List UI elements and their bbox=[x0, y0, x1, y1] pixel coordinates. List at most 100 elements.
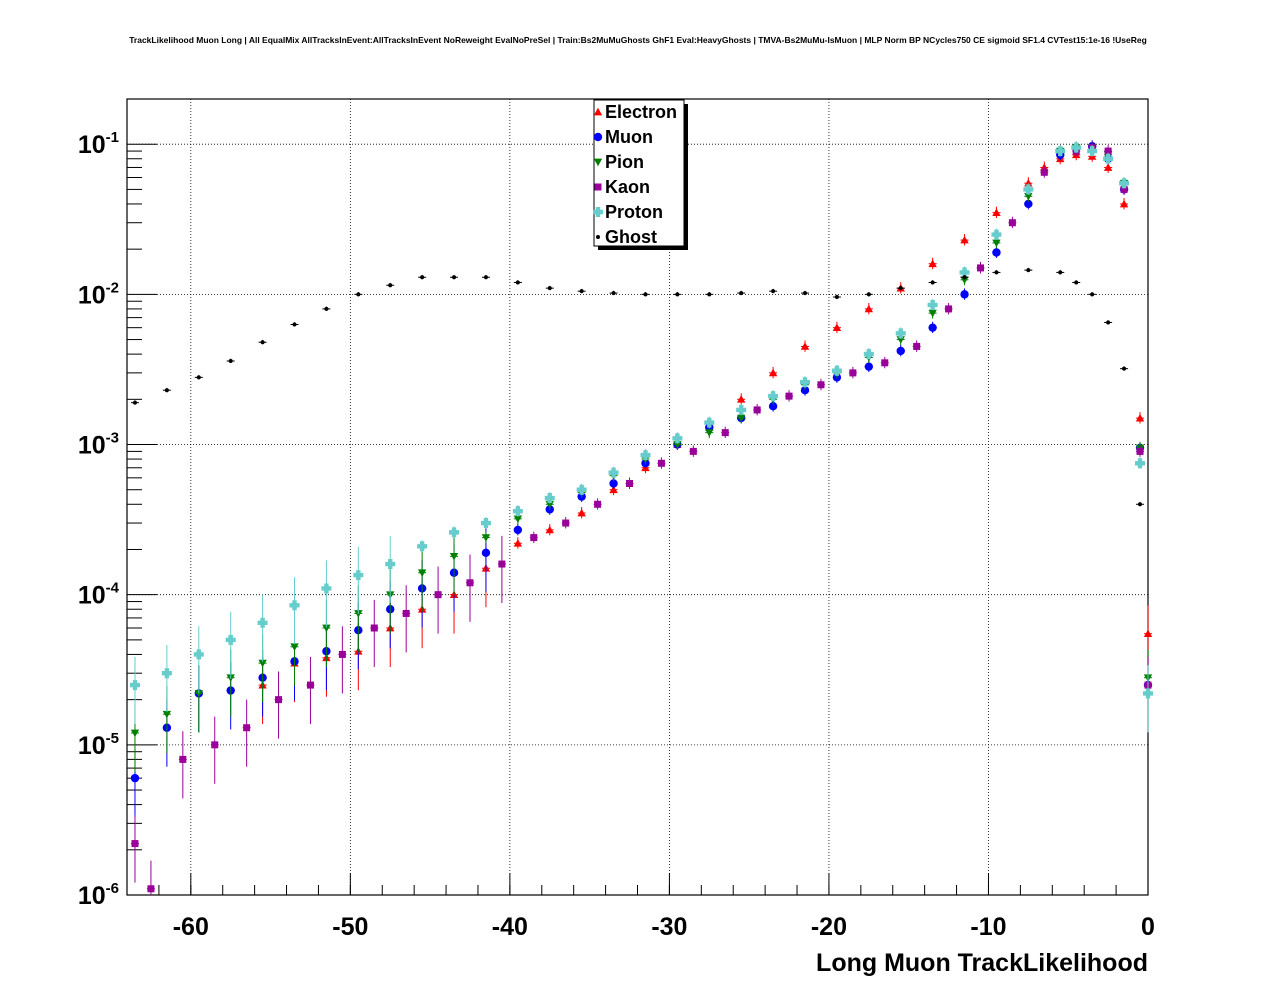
data-point bbox=[640, 450, 651, 461]
data-point bbox=[863, 349, 874, 360]
y-tick-label: 10-1 bbox=[78, 129, 119, 159]
data-point bbox=[544, 493, 555, 504]
data-point bbox=[129, 680, 140, 691]
data-point bbox=[579, 289, 584, 294]
data-point bbox=[689, 447, 697, 455]
data-point bbox=[898, 286, 903, 291]
legend-label-proton: Proton bbox=[605, 202, 663, 222]
data-point bbox=[513, 539, 523, 547]
data-point bbox=[131, 840, 139, 848]
data-point bbox=[577, 508, 586, 517]
data-point bbox=[402, 609, 410, 617]
x-tick-label: 0 bbox=[1141, 913, 1155, 941]
data-point bbox=[356, 292, 361, 297]
data-point bbox=[803, 291, 808, 296]
data-point bbox=[705, 429, 714, 437]
data-point bbox=[930, 280, 935, 285]
x-tick-label: -20 bbox=[811, 913, 847, 941]
data-point bbox=[707, 292, 712, 297]
data-point bbox=[338, 650, 346, 658]
data-point bbox=[991, 229, 1002, 240]
data-point bbox=[643, 292, 648, 297]
data-point bbox=[547, 286, 552, 291]
x-tick-label: -50 bbox=[332, 913, 368, 941]
data-point bbox=[321, 583, 332, 594]
data-point bbox=[832, 323, 842, 332]
data-point bbox=[576, 484, 587, 495]
data-point bbox=[1024, 192, 1033, 201]
data-point bbox=[1024, 199, 1033, 209]
data-point bbox=[704, 417, 715, 428]
data-point bbox=[1136, 447, 1144, 455]
y-tick-label: 10-2 bbox=[78, 279, 119, 309]
data-point bbox=[896, 346, 905, 356]
data-point bbox=[466, 579, 474, 587]
data-point bbox=[515, 280, 520, 285]
data-point bbox=[481, 534, 491, 542]
data-point bbox=[657, 459, 665, 467]
data-point bbox=[1026, 268, 1031, 273]
data-point bbox=[417, 569, 427, 577]
data-point bbox=[1008, 219, 1016, 227]
data-point bbox=[1071, 142, 1082, 153]
data-point bbox=[675, 292, 680, 297]
data-point bbox=[736, 395, 746, 403]
data-point bbox=[768, 368, 778, 377]
data-point bbox=[768, 391, 779, 402]
data-point bbox=[960, 235, 969, 244]
data-point bbox=[739, 291, 744, 296]
data-point bbox=[483, 275, 488, 280]
data-point bbox=[480, 518, 491, 529]
legend-label-electron: Electron bbox=[605, 102, 677, 122]
data-point bbox=[992, 248, 1001, 257]
legend-label-muon: Muon bbox=[605, 127, 653, 147]
data-point bbox=[322, 624, 331, 633]
legend-marker-proton bbox=[593, 207, 603, 217]
data-point bbox=[992, 239, 1001, 248]
data-point bbox=[864, 362, 874, 371]
data-point bbox=[179, 755, 187, 763]
data-point bbox=[1090, 292, 1095, 297]
legend-marker-kaon bbox=[594, 183, 602, 191]
data-point bbox=[513, 525, 523, 535]
y-tick-label: 10-4 bbox=[78, 580, 120, 610]
data-point bbox=[449, 552, 459, 561]
legend-marker-pion bbox=[593, 158, 603, 167]
data-point bbox=[1143, 688, 1153, 699]
data-point bbox=[388, 283, 393, 288]
y-tick-label: 10-5 bbox=[78, 730, 119, 760]
legend-label-kaon: Kaon bbox=[605, 177, 650, 197]
data-point bbox=[834, 295, 839, 300]
data-point bbox=[243, 724, 251, 732]
data-point bbox=[992, 208, 1001, 217]
data-point bbox=[928, 323, 937, 332]
data-point bbox=[736, 414, 746, 423]
data-point bbox=[800, 342, 810, 350]
data-point bbox=[1055, 146, 1066, 157]
data-point bbox=[913, 342, 921, 350]
data-point bbox=[1138, 502, 1143, 507]
data-point bbox=[434, 591, 442, 599]
data-point bbox=[611, 291, 616, 296]
chart-title: TrackLikelihood Muon Long | All EqualMix… bbox=[129, 35, 1147, 45]
data-point bbox=[928, 259, 937, 268]
data-point bbox=[609, 479, 618, 488]
data-point bbox=[275, 696, 283, 704]
data-point bbox=[1119, 199, 1129, 208]
data-point bbox=[306, 681, 314, 689]
data-point bbox=[481, 548, 491, 558]
x-tick-label: -60 bbox=[173, 913, 209, 941]
data-point bbox=[452, 275, 457, 280]
legend-marker-electron bbox=[593, 107, 603, 116]
data-point bbox=[1074, 280, 1079, 285]
series-ghost bbox=[130, 267, 1145, 507]
data-point bbox=[959, 267, 970, 278]
data-point bbox=[1023, 184, 1034, 195]
y-tick-label: 10-3 bbox=[78, 430, 119, 460]
data-point bbox=[768, 401, 778, 411]
data-point bbox=[626, 480, 634, 488]
series-electron bbox=[258, 148, 1153, 725]
data-point bbox=[196, 375, 201, 380]
x-tick-label: -10 bbox=[970, 913, 1006, 941]
